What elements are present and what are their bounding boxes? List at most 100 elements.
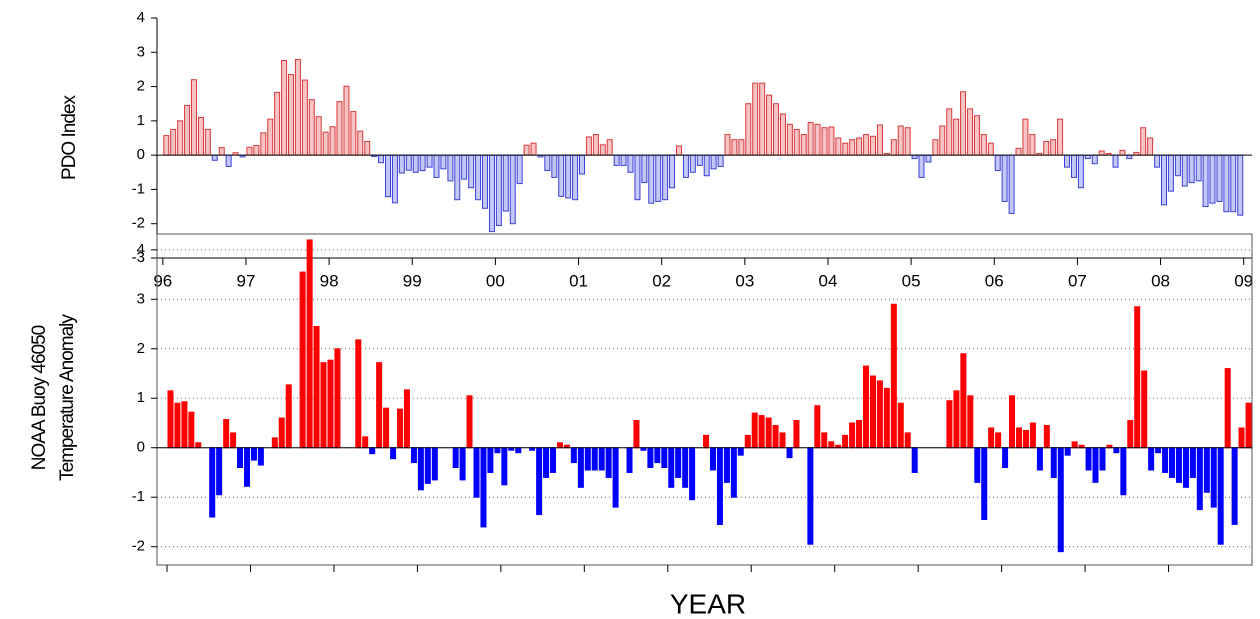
- bar: [1071, 441, 1078, 449]
- bar: [431, 447, 438, 481]
- bar: [412, 154, 419, 173]
- bar: [288, 74, 294, 156]
- bar: [336, 101, 343, 156]
- bar: [397, 408, 404, 449]
- bar: [849, 422, 856, 449]
- bar: [612, 447, 619, 508]
- bar: [209, 447, 216, 518]
- x-tick-label: 01: [569, 271, 588, 290]
- bar: [759, 82, 766, 156]
- bar: [459, 447, 466, 481]
- bar: [758, 415, 765, 449]
- bar: [551, 154, 558, 178]
- bar: [710, 154, 717, 170]
- bar: [1231, 447, 1238, 525]
- bar: [946, 108, 953, 156]
- bar: [577, 447, 584, 488]
- bar: [334, 348, 341, 449]
- bar: [606, 139, 613, 156]
- bar: [1161, 154, 1168, 206]
- bar: [369, 447, 376, 455]
- bar: [488, 154, 495, 233]
- bar: [634, 154, 641, 201]
- bar: [696, 154, 703, 166]
- bar: [1057, 447, 1064, 553]
- bar: [1230, 154, 1237, 213]
- bar: [779, 113, 786, 156]
- bar: [315, 116, 322, 156]
- bar: [939, 125, 946, 156]
- bar: [585, 136, 592, 156]
- bar: [1189, 447, 1196, 478]
- x-axis-title: YEAR: [670, 588, 746, 619]
- bar: [655, 154, 662, 202]
- bar: [502, 154, 509, 212]
- x-tick-label: 98: [320, 271, 339, 290]
- bar: [1120, 447, 1127, 496]
- bar: [322, 131, 329, 156]
- bar: [1217, 447, 1224, 545]
- bar: [565, 154, 572, 199]
- bar: [1050, 139, 1057, 156]
- bar: [190, 79, 197, 156]
- bar: [1098, 150, 1105, 156]
- bar: [329, 126, 336, 156]
- bar: [211, 154, 218, 161]
- bar: [257, 447, 264, 466]
- y-tick-label: 2: [137, 78, 145, 95]
- bar: [281, 60, 288, 156]
- bar: [737, 447, 744, 456]
- bar: [536, 447, 543, 516]
- bar: [751, 412, 758, 449]
- bar: [1141, 370, 1148, 449]
- x-tick-label: 05: [902, 271, 921, 290]
- bar: [260, 132, 267, 156]
- bar: [1154, 154, 1161, 168]
- bar: [918, 154, 925, 178]
- bar: [1022, 429, 1029, 449]
- y-tick-label: 3: [137, 43, 145, 60]
- bar: [863, 134, 870, 156]
- bar: [1209, 154, 1216, 204]
- bar: [299, 271, 306, 449]
- y-tick-label: 1: [137, 112, 145, 129]
- bar: [738, 139, 745, 156]
- x-tick-label: 07: [1068, 271, 1087, 290]
- bar: [627, 154, 634, 173]
- bar: [454, 154, 461, 201]
- bar: [197, 116, 204, 156]
- bar: [1188, 154, 1195, 184]
- bar: [973, 115, 980, 156]
- bar: [487, 447, 494, 473]
- bar: [980, 134, 987, 156]
- bar: [890, 303, 897, 449]
- bar: [1210, 447, 1217, 508]
- bar: [709, 447, 716, 471]
- bar: [1162, 447, 1169, 473]
- bar: [648, 154, 655, 204]
- bar: [724, 134, 731, 156]
- bar: [987, 142, 994, 156]
- bar: [1147, 137, 1154, 156]
- bar: [730, 447, 737, 498]
- bar: [689, 447, 696, 501]
- bar: [953, 118, 960, 156]
- bar: [869, 375, 876, 449]
- bar: [253, 145, 260, 156]
- bar: [876, 380, 883, 449]
- bar: [1224, 368, 1231, 449]
- bar: [1126, 154, 1133, 160]
- bar: [925, 154, 932, 163]
- bar: [856, 137, 863, 156]
- bar: [1077, 154, 1084, 189]
- bar: [267, 118, 274, 156]
- bar: [572, 154, 579, 201]
- bar: [821, 432, 828, 449]
- y-tick-label: -2: [132, 215, 145, 232]
- bar: [419, 154, 426, 172]
- bar: [461, 154, 468, 180]
- bar: [849, 139, 856, 156]
- bar: [814, 405, 821, 449]
- bar: [669, 154, 676, 189]
- bar: [779, 432, 786, 449]
